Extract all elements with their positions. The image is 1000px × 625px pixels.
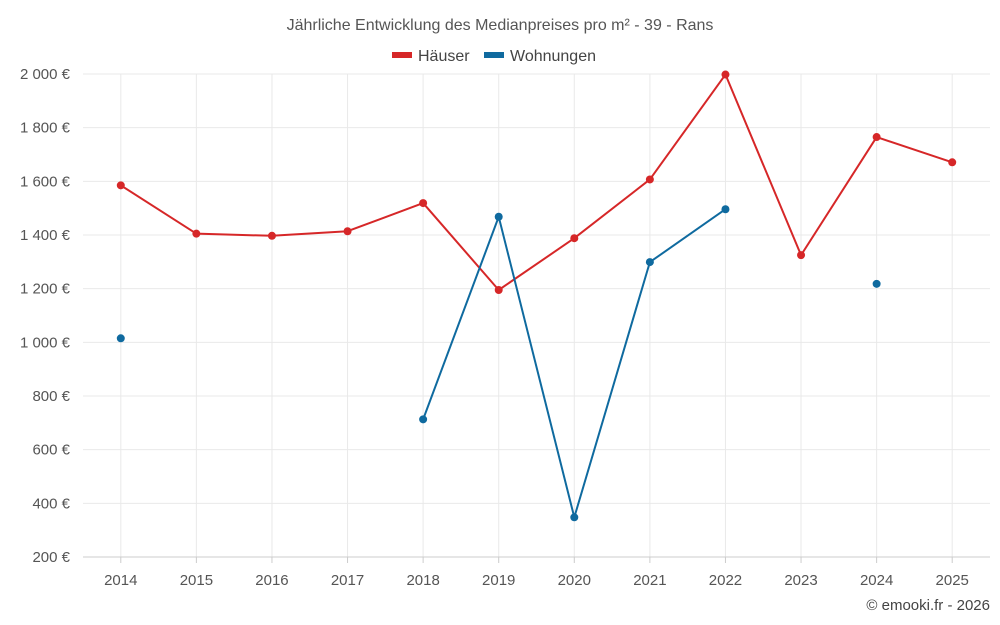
data-point-h-user[interactable] xyxy=(872,133,881,142)
x-tick-label: 2014 xyxy=(104,572,137,589)
y-tick-label: 2 000 € xyxy=(20,66,71,83)
credit: © emooki.fr - 2026 xyxy=(866,597,990,614)
series-h-user xyxy=(116,70,957,295)
x-tick-label: 2023 xyxy=(784,572,817,589)
x-tick-label: 2024 xyxy=(860,572,893,589)
x-tick-label: 2022 xyxy=(709,572,742,589)
data-point-wohnungen[interactable] xyxy=(645,258,654,267)
y-tick-label: 200 € xyxy=(32,549,70,566)
legend-swatch xyxy=(392,52,412,58)
y-tick-label: 600 € xyxy=(32,442,70,459)
data-point-h-user[interactable] xyxy=(645,175,654,184)
series-group xyxy=(116,70,957,522)
x-tick-label: 2018 xyxy=(406,572,439,589)
data-point-h-user[interactable] xyxy=(267,231,276,240)
legend-item-h-user[interactable]: Häuser xyxy=(392,48,470,65)
y-axis: 200 € 400 € 600 € 800 € 1 000 € 1 200 € 1 400 … xyxy=(20,66,71,566)
data-point-h-user[interactable] xyxy=(116,181,125,190)
x-axis: 2014 2015 2016 2017 2018 2019 2020 2021 2022 2023… xyxy=(83,556,990,589)
data-point-h-user[interactable] xyxy=(494,286,503,295)
x-tick-label: 2021 xyxy=(633,572,666,589)
y-tick-label: 400 € xyxy=(32,495,70,512)
y-tick-label: 1 400 € xyxy=(20,227,71,244)
legend-label: Wohnungen xyxy=(510,48,596,65)
series-line-h-user xyxy=(120,73,953,292)
data-point-h-user[interactable] xyxy=(721,70,730,79)
x-tick-label: 2020 xyxy=(558,572,591,589)
x-tick-label: 2016 xyxy=(255,572,288,589)
data-point-wohnungen[interactable] xyxy=(116,334,125,343)
data-point-h-user[interactable] xyxy=(343,227,352,236)
y-tick-label: 1 000 € xyxy=(20,334,71,351)
y-tick-label: 800 € xyxy=(32,388,70,405)
legend-swatch xyxy=(484,52,504,58)
legend-label: Häuser xyxy=(418,48,470,65)
data-point-wohnungen[interactable] xyxy=(872,279,881,288)
y-tick-label: 1 800 € xyxy=(20,120,71,137)
grid xyxy=(83,73,990,558)
data-point-wohnungen[interactable] xyxy=(419,415,428,424)
data-point-h-user[interactable] xyxy=(570,234,579,243)
x-tick-label: 2025 xyxy=(936,572,969,589)
y-tick-label: 1 600 € xyxy=(20,173,71,190)
data-point-wohnungen[interactable] xyxy=(494,212,503,221)
data-point-h-user[interactable] xyxy=(797,251,806,260)
data-point-h-user[interactable] xyxy=(948,158,957,167)
data-point-h-user[interactable] xyxy=(419,199,428,208)
data-point-h-user[interactable] xyxy=(192,229,201,238)
series-wohnungen xyxy=(116,205,881,522)
x-tick-label: 2015 xyxy=(180,572,213,589)
x-tick-label: 2019 xyxy=(482,572,515,589)
y-tick-label: 1 200 € xyxy=(20,281,71,298)
legend-item-wohnungen[interactable]: Wohnungen xyxy=(484,48,596,65)
data-point-wohnungen[interactable] xyxy=(721,205,730,214)
chart-title: Jährliche Entwicklung des Medianpreises … xyxy=(287,17,714,34)
data-point-wohnungen[interactable] xyxy=(570,513,579,522)
legend: Häuser Wohnungen xyxy=(392,48,596,65)
x-tick-label: 2017 xyxy=(331,572,364,589)
